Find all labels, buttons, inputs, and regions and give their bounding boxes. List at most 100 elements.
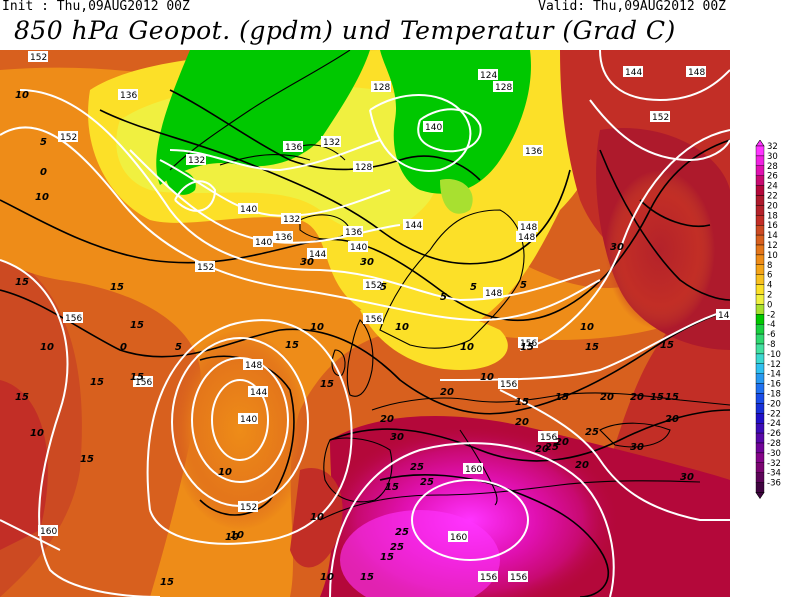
temp-label: 20: [600, 392, 614, 403]
temp-label: 15: [650, 392, 664, 403]
legend-swatch: [755, 482, 765, 493]
temp-label: 10: [15, 90, 29, 101]
yellow-baltic: [360, 306, 508, 370]
temp-label: 10: [395, 322, 409, 333]
temp-label: 25: [585, 427, 599, 438]
legend-label: 20: [767, 201, 778, 211]
geo-label-bg: [371, 81, 391, 92]
geo-label: 136: [285, 143, 302, 153]
legend-label: 30: [767, 152, 778, 162]
legend-swatch: [755, 185, 765, 196]
isotherm-5: [99, 109, 571, 265]
temp-label: 20: [380, 414, 394, 425]
geo-label-bg: [508, 571, 528, 582]
legend-label: -20: [767, 399, 781, 409]
geo-label-bg: [63, 312, 83, 323]
geo-label: 124: [480, 71, 497, 81]
temp-label: 25: [390, 542, 404, 553]
geo-label-bg: [423, 121, 443, 132]
geo-label-bg: [463, 463, 483, 474]
geo-label-bg: [538, 431, 558, 442]
geo-label: 156: [365, 315, 382, 325]
geo-label: 156: [520, 339, 537, 349]
geo-label-bg: [243, 359, 263, 370]
temp-label: 20: [630, 392, 644, 403]
geo-label-bg: [248, 386, 268, 397]
temp-label: 15: [80, 454, 94, 465]
temp-label: 10: [40, 342, 54, 353]
temp-label: 30: [680, 472, 694, 483]
temp-label: 15: [385, 482, 399, 493]
geo-label-bg: [38, 525, 58, 536]
temp-label: 15: [15, 277, 29, 288]
legend-label: 14: [767, 231, 778, 241]
legend-swatch: [755, 195, 765, 206]
warm-west-2: [0, 380, 48, 550]
legend-swatch: [755, 304, 765, 315]
legend-label: -36: [767, 479, 781, 489]
geo-label-bg: [58, 131, 78, 142]
legend-label: 2: [767, 291, 772, 301]
legend-label: 18: [767, 211, 778, 221]
legend-label: -6: [767, 330, 775, 340]
coast-britain: [346, 319, 374, 397]
geo-label-bg: [478, 69, 498, 80]
legend-label: -18: [767, 390, 781, 400]
temp-label: 20: [575, 460, 589, 471]
legend-label: -2: [767, 310, 775, 320]
geo-label-bg: [283, 141, 303, 152]
temp-label: 30: [610, 242, 624, 253]
legend-swatch: [755, 264, 765, 275]
geo-label-bg: [518, 221, 538, 232]
legend-label: 6: [767, 271, 772, 281]
geo-label-bg: [650, 111, 670, 122]
temp-label: 15: [90, 377, 104, 388]
legend-label: 4: [767, 281, 772, 291]
legend-label: -34: [767, 469, 781, 479]
temp-label: 10: [310, 322, 324, 333]
legend-swatch: [755, 343, 765, 355]
geo-label: 152: [60, 133, 77, 143]
legend-arrow-bottom: [755, 492, 765, 500]
legend-label: -8: [767, 340, 775, 350]
legend-label: -26: [767, 429, 781, 439]
isotherm-10: [0, 139, 730, 322]
legend-label: 10: [767, 251, 778, 261]
legend-swatch: [755, 442, 765, 454]
geo-label: 140: [350, 243, 367, 253]
geo-152-north: [0, 126, 601, 322]
temp-label: 15: [130, 320, 144, 331]
temp-label: 30: [300, 257, 314, 268]
legend-swatch: [755, 353, 765, 364]
temp-label: 5: [520, 280, 527, 291]
low-core: [170, 330, 310, 530]
color-legend: 32 30 28 26 24 22 20 18 16 14 12 10 8 6 4 2 0 -2 -4 -6 -8 -10…: [752, 139, 790, 512]
legend-swatch: [755, 363, 765, 374]
legend-swatch: [755, 155, 765, 166]
legend-label: -12: [767, 360, 781, 370]
legend-swatch: [755, 224, 765, 236]
legend-label: -24: [767, 419, 781, 429]
geo-label-bg: [363, 313, 383, 324]
lightgreen: [440, 179, 473, 214]
legend-label: 8: [767, 261, 772, 271]
temp-label: 15: [320, 379, 334, 390]
geo-label-bg: [273, 231, 293, 242]
geo-label: 144: [309, 250, 326, 260]
geo-label: 136: [120, 91, 137, 101]
geo-label-bg: [448, 531, 468, 542]
geo-label-bg: [518, 337, 538, 348]
geo-label: 148: [718, 311, 730, 321]
temp-label: 5: [175, 342, 182, 353]
geo-label-bg: [498, 378, 518, 389]
temp-label: 10: [225, 532, 239, 543]
legend-swatch: [755, 294, 765, 305]
temp-label: 20: [555, 437, 569, 448]
temp-label: 15: [660, 340, 674, 351]
geo-label: 156: [135, 378, 152, 388]
geo-label: 128: [355, 163, 372, 173]
legend-swatch: [755, 403, 765, 414]
temp-label: 25: [410, 462, 424, 473]
geo-low-140: [211, 379, 269, 461]
